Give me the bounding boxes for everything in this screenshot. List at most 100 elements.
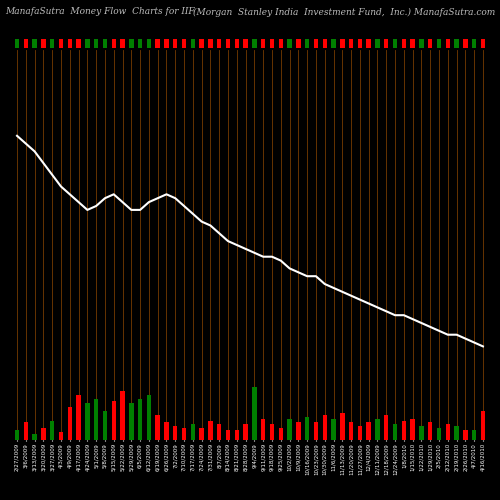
Bar [41,38,46,48]
Bar [358,38,362,48]
Bar [24,422,28,440]
Bar [190,38,195,48]
Bar [322,38,327,48]
Bar [384,38,388,48]
Bar [393,424,398,440]
Bar [366,422,371,440]
Bar [340,38,344,48]
Bar [234,430,239,440]
Bar [94,38,98,48]
Bar [217,424,222,440]
Bar [208,420,212,440]
Bar [32,434,37,440]
Bar [288,38,292,48]
Bar [340,412,344,440]
Text: ManafaSutra  Money Flow  Charts for IIF: ManafaSutra Money Flow Charts for IIF [5,8,194,16]
Bar [120,38,124,48]
Bar [270,38,274,48]
Bar [15,38,19,48]
Bar [164,38,168,48]
Bar [252,388,256,440]
Bar [288,418,292,440]
Bar [59,432,63,440]
Bar [463,430,468,440]
Bar [120,391,124,440]
Bar [129,38,134,48]
Bar [15,430,19,440]
Bar [208,38,212,48]
Bar [32,38,37,48]
Bar [200,428,204,440]
Text: (Morgan  Stanley India  Investment Fund,  Inc.) ManafaSutra.com: (Morgan Stanley India Investment Fund, I… [193,8,495,16]
Bar [296,38,300,48]
Bar [156,38,160,48]
Bar [94,399,98,440]
Bar [50,420,54,440]
Bar [366,38,371,48]
Bar [102,411,107,440]
Bar [472,38,476,48]
Bar [349,38,354,48]
Bar [402,38,406,48]
Bar [454,426,459,440]
Bar [376,418,380,440]
Bar [314,38,318,48]
Bar [419,38,424,48]
Bar [85,403,89,440]
Bar [156,414,160,440]
Bar [410,418,415,440]
Bar [244,38,248,48]
Bar [261,38,266,48]
Bar [446,38,450,48]
Bar [384,414,388,440]
Bar [138,399,142,440]
Bar [472,430,476,440]
Bar [437,38,441,48]
Bar [112,401,116,440]
Bar [358,426,362,440]
Bar [349,422,354,440]
Bar [481,411,485,440]
Bar [261,418,266,440]
Bar [102,38,107,48]
Bar [305,416,310,440]
Bar [68,38,72,48]
Bar [173,426,178,440]
Bar [190,424,195,440]
Bar [393,38,398,48]
Bar [173,38,178,48]
Bar [200,38,204,48]
Bar [146,38,151,48]
Bar [112,38,116,48]
Bar [129,403,134,440]
Bar [322,414,327,440]
Bar [332,38,336,48]
Bar [41,428,46,440]
Bar [437,428,441,440]
Bar [68,407,72,440]
Bar [182,428,186,440]
Bar [270,424,274,440]
Bar [332,418,336,440]
Bar [428,38,432,48]
Bar [296,422,300,440]
Bar [182,38,186,48]
Bar [146,395,151,440]
Bar [59,38,63,48]
Bar [305,38,310,48]
Bar [419,426,424,440]
Bar [85,38,89,48]
Bar [481,38,485,48]
Bar [410,38,415,48]
Bar [217,38,222,48]
Bar [446,424,450,440]
Bar [76,38,81,48]
Bar [278,38,283,48]
Bar [234,38,239,48]
Bar [50,38,54,48]
Bar [463,38,468,48]
Bar [402,420,406,440]
Bar [226,38,230,48]
Bar [24,38,28,48]
Bar [138,38,142,48]
